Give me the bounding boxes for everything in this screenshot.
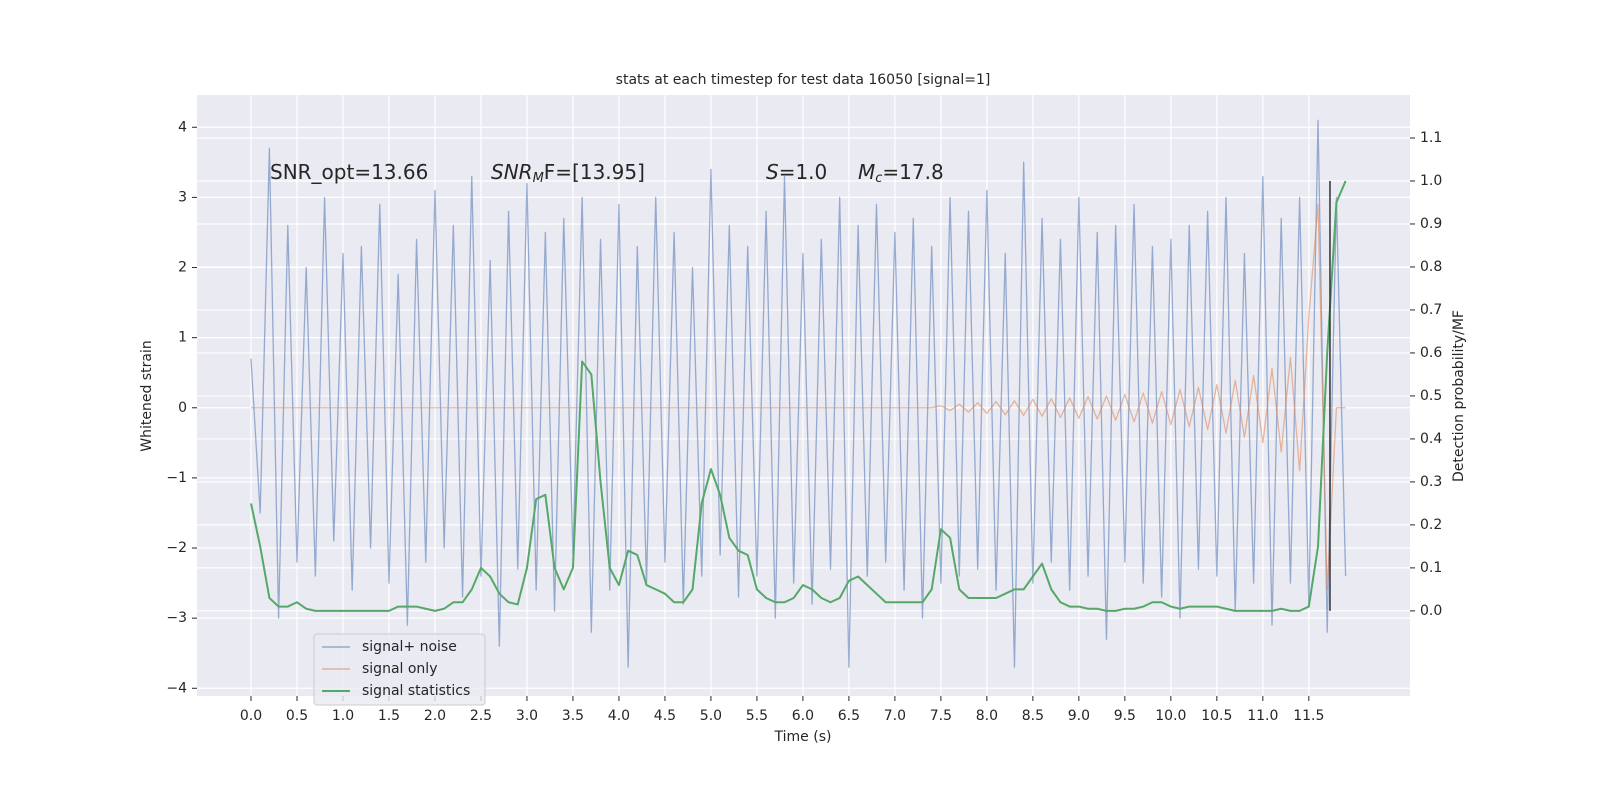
annotations: SNR_opt=13.66 SNRMF=[13.95] S=1.0 Mc=17.8 (270, 160, 944, 186)
x-tick-label: 2.0 (424, 708, 446, 724)
x-tick-label: 11.0 (1247, 708, 1278, 724)
annotation: Mc=17.8 (858, 160, 944, 186)
legend: signal+ noise signal only signal statistic… (313, 633, 486, 706)
legend-label: signal only (362, 661, 437, 677)
annotation-part: M (533, 171, 544, 186)
x-tick-label: 6.0 (792, 708, 814, 724)
annotation-part: SNR_opt=13.66 (270, 160, 428, 184)
annotation: SNR_opt=13.66 (270, 160, 428, 184)
y-tick-label: 4 (178, 119, 187, 135)
annotation-part: F=[13.95] (544, 160, 645, 184)
y2-tick-label: 0.0 (1420, 603, 1442, 619)
annotation-part: SNR (491, 160, 533, 184)
x-tick-label: 10.5 (1201, 708, 1232, 724)
series-line (250, 203, 1346, 591)
y2-tick-label: 0.7 (1420, 302, 1442, 318)
x-tick-label: 0.5 (286, 708, 308, 724)
y2-axis-label: Detection probability/MF (1451, 310, 1467, 482)
y-tick-label: 1 (178, 330, 187, 346)
x-axis-label: Time (s) (774, 729, 832, 745)
y2-tick-label: 0.5 (1420, 388, 1442, 404)
x-tick-label: 7.5 (930, 708, 952, 724)
series-line (250, 180, 1347, 612)
legend-box (313, 633, 486, 706)
y-tick-label: −2 (166, 540, 187, 556)
y2-tick-label: 0.4 (1420, 431, 1442, 447)
annotation-part: =1.0 (779, 160, 828, 184)
x-tick-label: 5.5 (746, 708, 768, 724)
annotation-part: c (875, 171, 882, 186)
chart-title: stats at each timestep for test data 160… (616, 72, 991, 88)
annotation: SNRMF=[13.95] (491, 160, 645, 186)
y2-tick-label: 1.1 (1420, 130, 1442, 146)
y2-tick-label: 0.3 (1420, 474, 1442, 490)
x-tick-label: 7.0 (884, 708, 906, 724)
y-tick-label: −1 (166, 470, 187, 486)
annotation-part: S (766, 160, 779, 184)
x-tick-label: 9.5 (1114, 708, 1136, 724)
y-tick-label: 2 (178, 260, 187, 276)
y-tick-label: 3 (178, 189, 187, 205)
x-tick-label: 3.0 (516, 708, 538, 724)
y-axis-label: Whitened strain (139, 340, 155, 451)
y2-tick-label: 1.0 (1420, 173, 1442, 189)
y2-tick-label: 0.9 (1420, 216, 1442, 232)
y-tick-label: 0 (178, 400, 187, 416)
x-tick-label: 5.0 (700, 708, 722, 724)
legend-label: signal statistics (362, 683, 470, 699)
legend-label: signal+ noise (362, 639, 457, 655)
x-tick-label: 1.0 (332, 708, 354, 724)
x-tick-label: 10.0 (1155, 708, 1186, 724)
y2-tick-label: 0.1 (1420, 560, 1442, 576)
x-tick-label: 4.0 (608, 708, 630, 724)
y2-tick-label: 0.8 (1420, 259, 1442, 275)
annotation-part: M (858, 160, 875, 184)
y2-tick-label: 0.2 (1420, 517, 1442, 533)
annotation: S=1.0 (766, 160, 827, 184)
x-tick-label: 8.0 (976, 708, 998, 724)
x-tick-label: 4.5 (654, 708, 676, 724)
y2-tick-label: 0.6 (1420, 345, 1442, 361)
x-tick-label: 9.0 (1068, 708, 1090, 724)
y-tick-label: −3 (166, 610, 187, 626)
x-tick-label: 11.5 (1293, 708, 1324, 724)
series-line (250, 119, 1347, 668)
x-tick-label: 2.5 (470, 708, 492, 724)
y-tick-label: −4 (166, 680, 187, 696)
x-tick-label: 6.5 (838, 708, 860, 724)
x-tick-label: 8.5 (1022, 708, 1044, 724)
marks (250, 119, 1347, 668)
annotation-part: =17.8 (882, 160, 943, 184)
x-tick-label: 0.0 (240, 708, 262, 724)
x-tick-label: 1.5 (378, 708, 400, 724)
x-tick-label: 3.5 (562, 708, 584, 724)
